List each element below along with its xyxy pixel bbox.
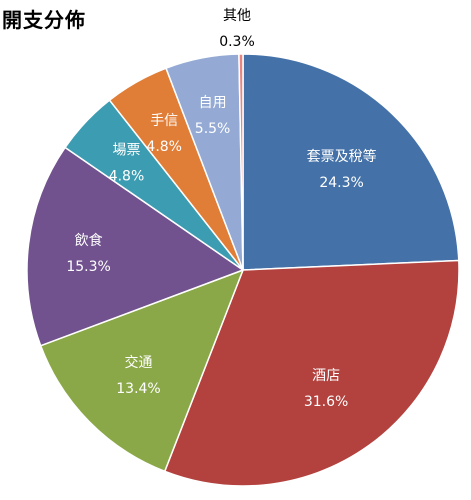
pie-labels: 套票及稅等 24.3% 酒店 31.6% 交通 13.4% 飲食 15.3% 場票 4.8% 手信 4… xyxy=(66,8,376,410)
slice-label: 交通 xyxy=(125,354,153,371)
slice-value-label: 4.8% xyxy=(146,139,182,155)
pie-slice xyxy=(238,53,244,271)
slice-value-label: 24.3% xyxy=(319,175,363,191)
slice-label: 酒店 xyxy=(312,368,340,384)
slice-value-label: 15.3% xyxy=(66,259,110,275)
slice-label: 場票 xyxy=(113,143,141,159)
slice-label: 自用 xyxy=(199,95,227,111)
slice-label: 其他 xyxy=(223,8,251,24)
slice-value-label: 0.3% xyxy=(219,34,255,50)
pie-slice xyxy=(242,53,460,271)
pie-slice xyxy=(26,146,245,347)
slice-value-label: 13.4% xyxy=(116,381,160,397)
chart-title: 開支分佈 xyxy=(2,8,86,32)
slice-value-label: 4.8% xyxy=(109,169,145,185)
slice-value-label: 31.6% xyxy=(304,394,348,410)
slice-value-label: 5.5% xyxy=(195,121,231,137)
slice-label: 套票及稅等 xyxy=(307,148,377,165)
pie-slice xyxy=(163,259,460,487)
slice-label: 手信 xyxy=(150,113,178,129)
pie-slices xyxy=(26,53,460,487)
slice-label: 飲食 xyxy=(75,232,103,249)
pie-slice xyxy=(39,268,245,473)
